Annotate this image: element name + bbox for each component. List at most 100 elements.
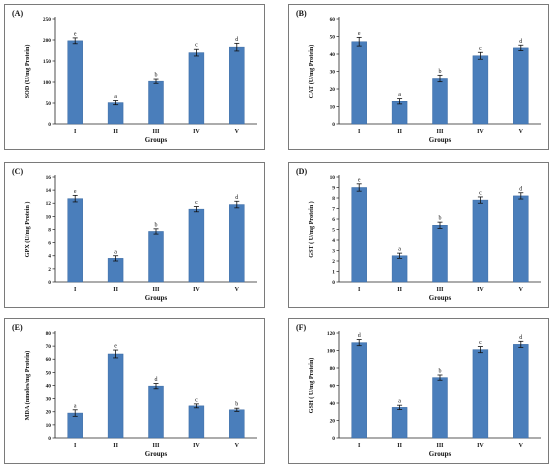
y-tick-label: 200 (43, 38, 51, 44)
y-tick-label: 40 (330, 401, 336, 407)
bar (432, 225, 448, 283)
significance-letter: a (398, 399, 401, 405)
bar (391, 255, 408, 283)
x-axis-title: Groups (145, 294, 168, 302)
significance-letter: c (479, 46, 482, 52)
y-tick-label: 150 (43, 59, 51, 65)
y-tick-label: 60 (46, 357, 52, 363)
y-tick-label: 8 (48, 227, 51, 233)
y-tick-label: 10 (46, 423, 52, 429)
category-label: IV (193, 443, 200, 449)
significance-letter: a (398, 92, 401, 98)
bar (67, 40, 83, 125)
category-label: V (519, 287, 524, 293)
y-tick-label: 60 (330, 17, 336, 23)
y-tick-label: 8 (332, 196, 335, 202)
y-tick-label: 3 (332, 248, 335, 254)
significance-letter: a (114, 249, 117, 255)
significance-letter: b (235, 402, 238, 408)
significance-letter: e (358, 177, 361, 183)
significance-letter: e (358, 31, 361, 37)
bar (148, 385, 164, 439)
category-label: III (436, 443, 444, 449)
panel-label: (C) (12, 167, 23, 176)
significance-letter: e (74, 189, 77, 195)
y-tick-label: 20 (330, 87, 336, 93)
y-tick-label: 250 (43, 17, 51, 23)
y-tick-label: 2 (332, 259, 335, 265)
y-axis-title: GST ( U/mg Protein ) (308, 201, 315, 258)
bar (351, 342, 367, 439)
y-tick-label: 50 (330, 34, 336, 40)
significance-letter: c (479, 190, 482, 196)
category-label: V (519, 129, 524, 135)
bar (351, 187, 367, 283)
bar (391, 101, 408, 125)
y-tick-label: 7 (332, 206, 335, 212)
bar (148, 231, 164, 283)
category-label: I (74, 129, 77, 135)
bar (229, 46, 245, 125)
category-label: I (74, 443, 77, 449)
chart-svg: (B) 0 10 20 30 40 50 60 e Ia II b III c IV d V Groups CAT … (296, 9, 541, 144)
significance-letter: a (398, 247, 401, 253)
significance-letter: b (439, 69, 442, 75)
panel-label: (F) (296, 323, 307, 332)
y-tick-label: 20 (46, 410, 52, 416)
significance-letter: b (439, 369, 442, 375)
y-tick-label: 2 (48, 267, 51, 273)
category-label: III (152, 129, 160, 135)
bar (188, 208, 205, 283)
bar (513, 195, 529, 283)
y-tick-label: 0 (48, 122, 51, 128)
significance-letter: c (195, 43, 198, 49)
significance-letter: b (439, 216, 442, 222)
significance-letter: e (74, 31, 77, 37)
y-tick-label: 6 (48, 241, 51, 247)
bar (472, 199, 489, 283)
category-label: V (235, 129, 240, 135)
bar (188, 52, 205, 125)
y-axis-title: GPX (U/mg Protein ) (24, 202, 31, 258)
y-axis-title: MDA (nmoles/mg Protein) (24, 351, 31, 421)
bar (472, 349, 489, 439)
y-tick-label: 6 (332, 217, 335, 223)
category-label: II (397, 443, 402, 449)
y-tick-label: 0 (332, 122, 335, 128)
bar (67, 412, 83, 439)
y-tick-label: 1 (332, 269, 335, 275)
category-label: I (74, 287, 77, 293)
significance-letter: b (155, 222, 158, 228)
category-label: III (436, 129, 444, 135)
y-tick-label: 60 (330, 383, 336, 389)
bar (188, 405, 205, 439)
x-axis-title: Groups (429, 450, 452, 458)
category-label: I (358, 443, 361, 449)
bar (391, 407, 408, 439)
y-tick-label: 9 (332, 185, 335, 191)
category-label: IV (193, 129, 200, 135)
category-label: IV (193, 287, 200, 293)
bar (513, 344, 529, 439)
y-tick-label: 20 (330, 418, 336, 424)
bar (107, 102, 124, 125)
category-label: V (235, 287, 240, 293)
category-label: II (113, 287, 118, 293)
category-label: V (519, 443, 524, 449)
significance-letter: a (114, 94, 117, 100)
bar (432, 377, 448, 439)
significance-letter: b (155, 73, 158, 79)
y-tick-label: 16 (46, 175, 52, 181)
y-tick-label: 10 (330, 175, 336, 181)
category-label: III (436, 287, 444, 293)
y-tick-label: 0 (332, 436, 335, 442)
y-axis-title: SOD (U/mg Protein) (24, 45, 31, 99)
bar (229, 204, 245, 283)
panel-label: (D) (296, 167, 307, 176)
y-tick-label: 120 (327, 331, 335, 337)
category-label: II (113, 443, 118, 449)
